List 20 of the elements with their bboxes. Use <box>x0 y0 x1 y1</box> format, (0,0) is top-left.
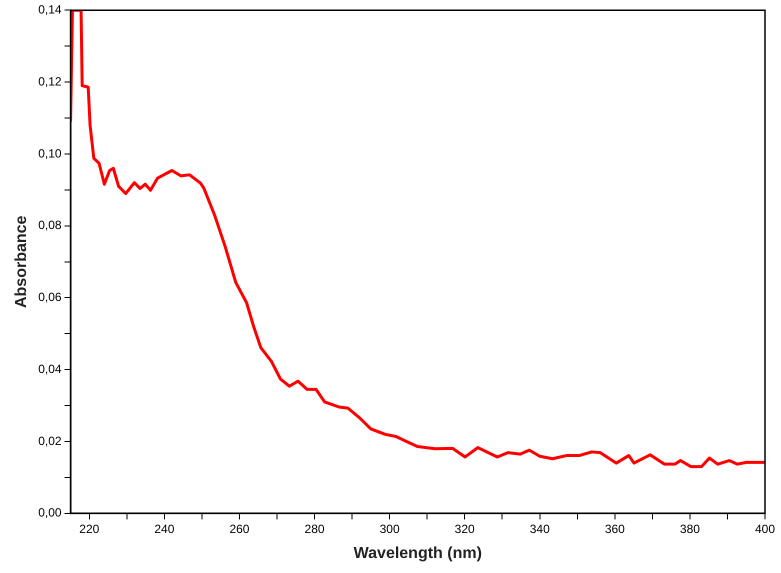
y-tick-label: 0,02 <box>38 434 62 448</box>
x-tick-label: 360 <box>604 522 626 536</box>
x-tick-label: 240 <box>154 522 175 536</box>
x-tick-label: 320 <box>454 522 476 536</box>
x-axis-title: Wavelength (nm) <box>354 544 482 562</box>
y-axis-title: Absorbance <box>13 215 30 308</box>
x-tick-label: 340 <box>530 522 550 536</box>
x-tick-label: 300 <box>380 522 400 536</box>
y-tick-label: 0,00 <box>38 506 62 520</box>
y-tick-label: 0,06 <box>38 290 62 304</box>
y-tick-label: 0,14 <box>38 2 62 17</box>
y-tick-label: 0,10 <box>38 146 62 160</box>
x-tick-label: 260 <box>229 522 250 536</box>
x-tick-label: 280 <box>304 522 325 536</box>
x-tick-label: 220 <box>79 522 100 536</box>
x-tick-label: 380 <box>680 522 700 536</box>
x-tick-label: 400 <box>754 522 776 536</box>
y-tick-label: 0,12 <box>38 74 62 88</box>
y-tick-label: 0,04 <box>38 362 62 376</box>
y-tick-label: 0,08 <box>38 218 62 232</box>
